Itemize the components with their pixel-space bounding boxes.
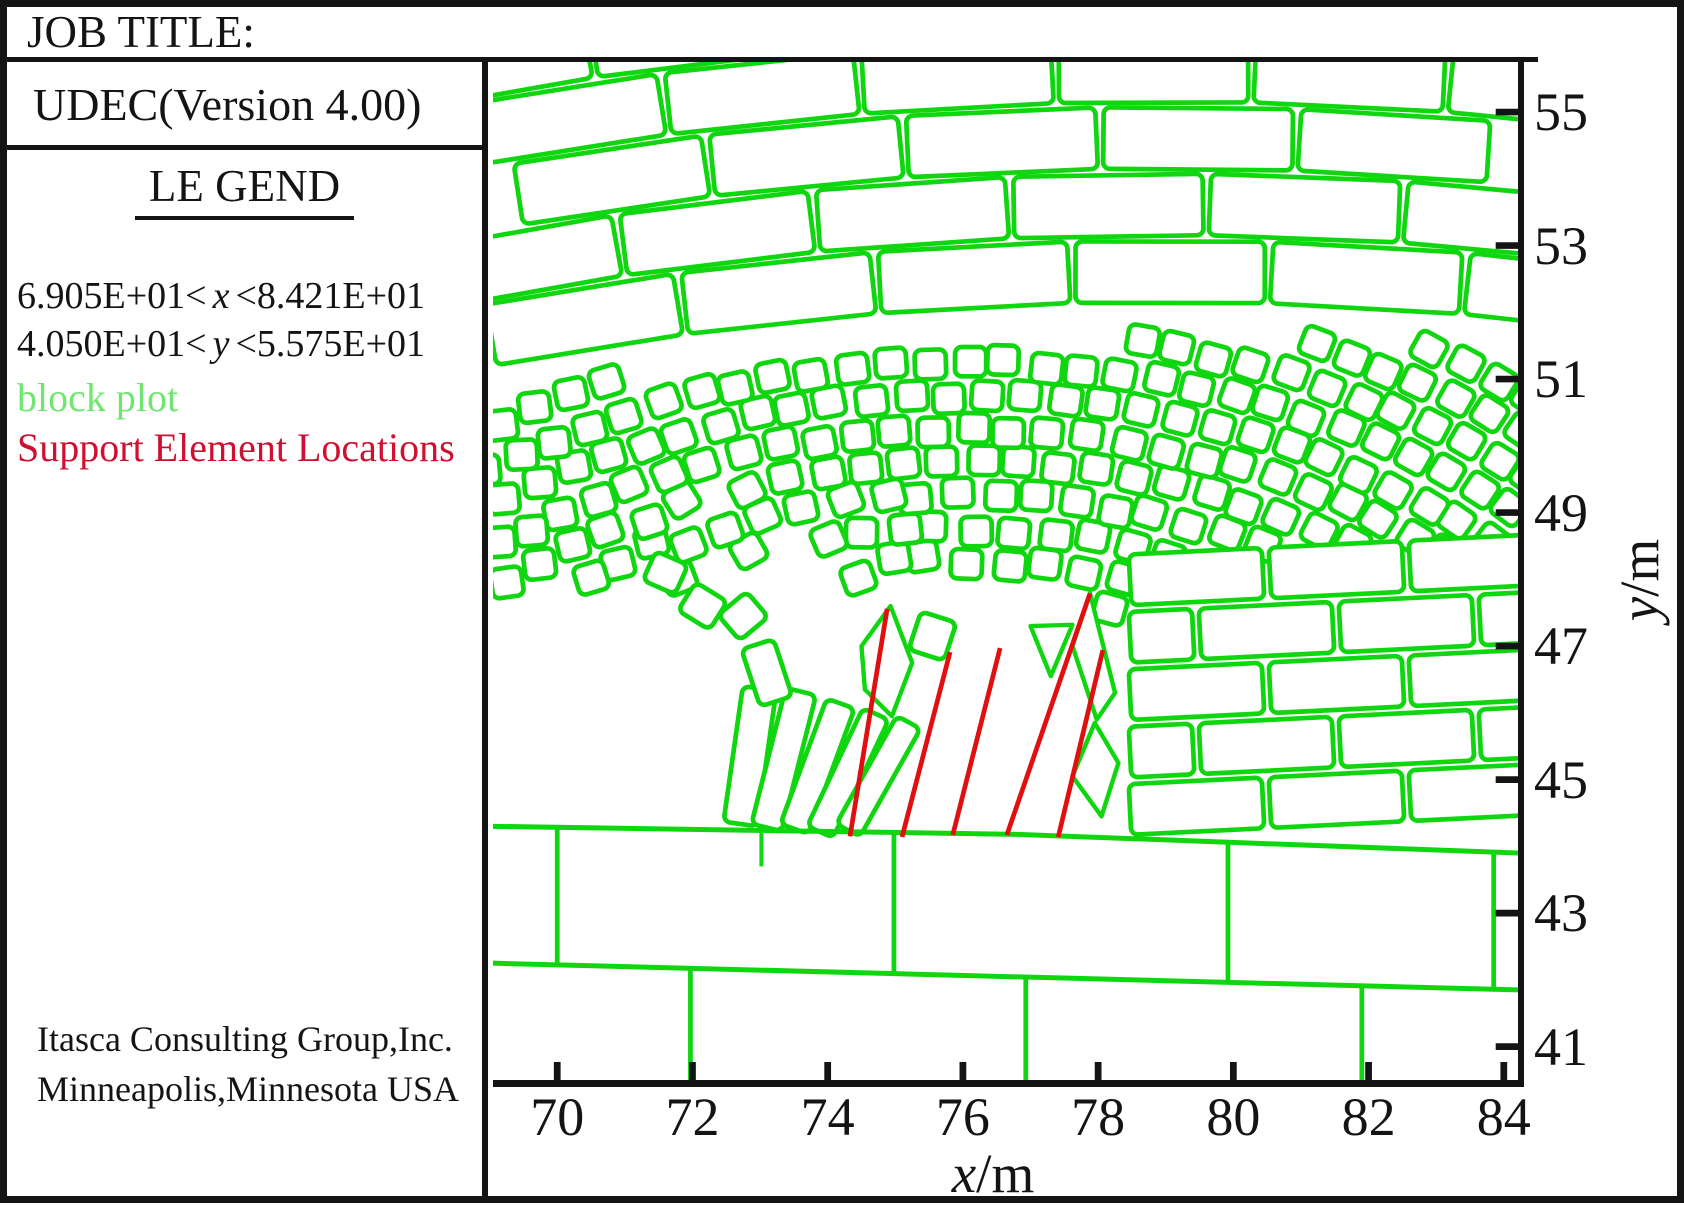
axis-tick-marks	[553, 108, 1518, 1080]
y-tick-label-45: 45	[1534, 749, 1588, 810]
x-tick-label-72: 72	[665, 1087, 720, 1147]
job-title-label: JOB TITLE:	[27, 7, 255, 57]
y-range-line: 4.050E+01< y <5.575E+01	[17, 322, 425, 366]
y-range-min: 4.050E+01<	[17, 323, 207, 365]
x-range-var: x	[212, 275, 230, 317]
y-tick-label-47: 47	[1534, 616, 1588, 677]
x-axis-tick-labels: 70 72 74 76 78 80 82 84	[493, 1087, 1531, 1149]
x-tick-label-78: 78	[1071, 1087, 1126, 1147]
y-tick-label-43: 43	[1534, 883, 1588, 944]
legend-item-block-plot: block plot	[17, 375, 179, 420]
block-plot-canvas	[493, 62, 1518, 1080]
legend-panel: UDEC(Version 4.00) LE GEND 6.905E+01< x <8…	[7, 62, 488, 1196]
x-tick-label-74: 74	[800, 1087, 855, 1147]
x-tick-label-76: 76	[935, 1087, 990, 1147]
x-tick-label-84: 84	[1476, 1087, 1531, 1147]
x-range-min: 6.905E+01<	[17, 275, 207, 317]
plot-area	[493, 62, 1524, 1087]
y-tick-label-51: 51	[1534, 349, 1588, 410]
y-range-max: <5.575E+01	[235, 323, 426, 365]
legend-heading-wrap: LE GEND	[7, 160, 482, 220]
y-range-var: y	[212, 323, 230, 365]
job-title-bar: JOB TITLE:	[7, 7, 1538, 62]
y-tick-label-55: 55	[1534, 82, 1588, 143]
x-range-line: 6.905E+01< x <8.421E+01	[17, 274, 425, 318]
y-tick-label-41: 41	[1534, 1016, 1588, 1077]
y-axis-tick-labels: 41 43 45 47 49 51 53 55	[1530, 62, 1680, 1080]
x-tick-label-70: 70	[530, 1087, 585, 1147]
block-layer	[493, 62, 1518, 1080]
y-tick-label-53: 53	[1534, 215, 1588, 276]
y-tick-label-49: 49	[1534, 482, 1588, 543]
y-axis-title: y/m	[1609, 538, 1670, 622]
x-axis-title: x/m	[951, 1143, 1035, 1204]
legend-item-support-elements: Support Element Locations	[17, 425, 455, 470]
x-range-max: <8.421E+01	[235, 275, 426, 317]
credit-location: Minneapolis,Minnesota USA	[37, 1069, 459, 1109]
x-tick-label-80: 80	[1206, 1087, 1261, 1147]
support-element-layer	[847, 592, 1106, 838]
app-version-title: UDEC(Version 4.00)	[7, 62, 482, 150]
credit-company: Itasca Consulting Group,Inc.	[37, 1019, 453, 1059]
x-tick-label-82: 82	[1341, 1087, 1396, 1147]
legend-heading: LE GEND	[134, 160, 355, 220]
